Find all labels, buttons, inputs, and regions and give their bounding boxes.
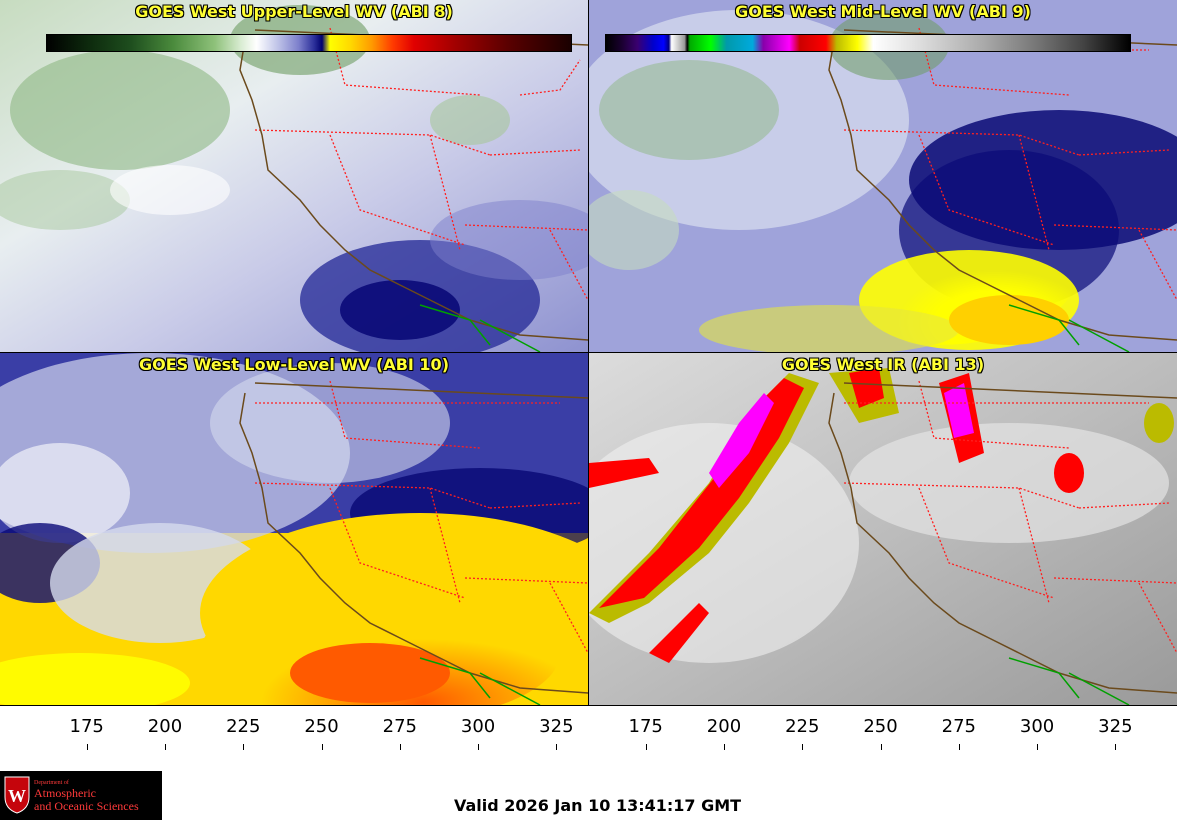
scale-tick-mark <box>243 744 245 750</box>
wv-colorbar <box>46 34 572 52</box>
scale-tick-mark <box>723 744 725 750</box>
scale-tick-label: 200 <box>706 716 742 737</box>
coastline <box>239 39 588 341</box>
wv-color-scale: 175 200 225 250 275 300 325 <box>0 716 574 776</box>
scale-tick-label: 300 <box>460 716 496 737</box>
panel-divider-vertical <box>588 0 589 706</box>
scale-tick-mark <box>1115 744 1117 750</box>
scale-tick-label: 300 <box>1019 716 1055 737</box>
wv-scale-ticks: 175 200 225 250 275 300 325 <box>0 716 574 750</box>
panel-low-level-wv: GOES West Low-Level WV (ABI 10) <box>0 353 588 705</box>
uw-crest-icon: W <box>4 776 30 814</box>
coastline <box>828 392 1177 694</box>
scale-tick-label: 200 <box>147 716 183 737</box>
mexico-border <box>419 657 541 705</box>
scale-tick-label: 275 <box>941 716 976 737</box>
aos-logo: W Department of Atmospheric and Oceanic … <box>0 771 162 820</box>
scale-tick-mark <box>880 744 882 750</box>
coastline <box>239 392 588 694</box>
scale-tick-label: 325 <box>539 716 574 737</box>
scale-tick-label: 275 <box>382 716 417 737</box>
panel-mid-level-wv: GOES West Mid-Level WV (ABI 9) <box>589 0 1177 352</box>
mexico-border <box>419 304 541 352</box>
ir-color-scale: 175 200 225 250 275 300 325 <box>559 716 1133 776</box>
panel-title: GOES West Mid-Level WV (ABI 9) <box>735 2 1031 21</box>
mid-level-wv-image <box>589 0 1177 352</box>
valid-time: Valid 2026 Jan 10 13:41:17 GMT <box>454 796 742 815</box>
ir-colorbar <box>605 34 1131 52</box>
mexico-border <box>1008 657 1130 705</box>
scale-tick-mark <box>556 744 558 750</box>
logo-name-line1: Atmospheric <box>34 786 96 800</box>
scale-tick-label: 225 <box>785 716 820 737</box>
scale-tick-mark <box>645 744 647 750</box>
panel-title: GOES West Low-Level WV (ABI 10) <box>138 355 449 374</box>
panel-title: GOES West Upper-Level WV (ABI 8) <box>135 2 453 21</box>
scale-tick-mark <box>164 744 166 750</box>
scale-tick-label: 325 <box>1098 716 1133 737</box>
scale-tick-mark <box>478 744 480 750</box>
logo-dept-text: Department of <box>34 780 69 786</box>
scale-tick-mark <box>802 744 804 750</box>
scale-tick-label: 175 <box>628 716 663 737</box>
scale-tick-mark <box>958 744 960 750</box>
panel-divider-bottom <box>0 705 1177 706</box>
scale-tick-mark <box>399 744 401 750</box>
scale-tick-label: 175 <box>69 716 104 737</box>
scale-tick-mark <box>86 744 88 750</box>
scale-tick-label: 225 <box>226 716 261 737</box>
ir-image <box>589 353 1177 705</box>
panel-upper-level-wv: GOES West Upper-Level WV (ABI 8) <box>0 0 588 352</box>
panel-divider-horizontal <box>0 352 1177 353</box>
logo-name-line2: and Oceanic Sciences <box>34 799 139 813</box>
state-borders <box>843 380 1177 654</box>
coastline <box>828 39 1177 341</box>
crest-letter: W <box>8 786 26 806</box>
panel-title: GOES West IR (ABI 13) <box>781 355 985 374</box>
scale-tick-mark <box>1037 744 1039 750</box>
ir-scale-ticks: 175 200 225 250 275 300 325 <box>559 716 1133 750</box>
scale-tick-mark <box>321 744 323 750</box>
upper-level-wv-image <box>0 0 588 352</box>
panel-ir: GOES West IR (ABI 13) <box>589 353 1177 705</box>
state-borders <box>254 380 588 654</box>
scale-tick-label: 250 <box>863 716 898 737</box>
scale-tick-label: 250 <box>304 716 339 737</box>
mexico-border <box>1008 304 1130 352</box>
low-level-wv-image <box>0 353 588 705</box>
